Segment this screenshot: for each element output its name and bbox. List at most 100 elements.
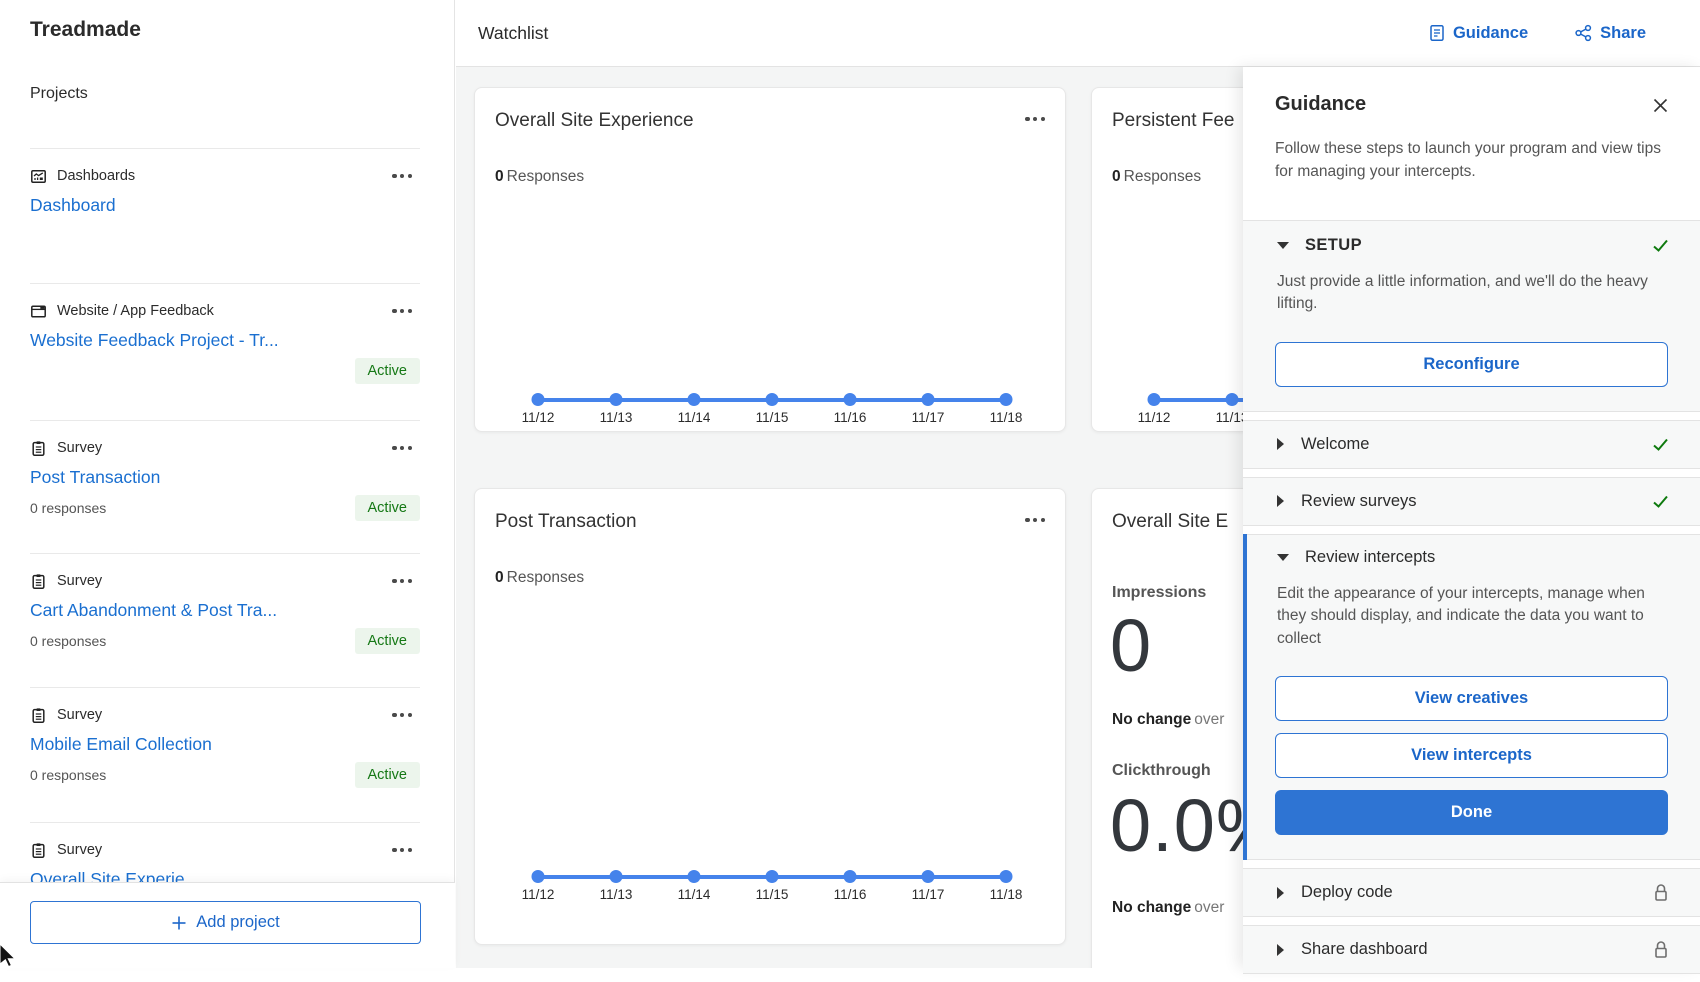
chart-tick-label: 11/18 <box>989 410 1023 425</box>
survey-icon <box>30 573 47 590</box>
guidance-section-review-intercepts: Review intercepts Edit the appearance of… <box>1243 533 1700 861</box>
active-section-indicator <box>1243 533 1247 861</box>
share-icon <box>1574 24 1593 42</box>
chart-tick-label: 11/17 <box>911 887 945 902</box>
sidebar-footer: Add project <box>0 882 455 968</box>
section-label: Share dashboard <box>1301 940 1428 959</box>
card-post-transaction: Post Transaction 0 Responses 11/12 11/13 11… <box>474 488 1066 945</box>
chart-tick-label: 11/14 <box>677 887 711 902</box>
sidebar-item-post-transaction-link[interactable]: Post Transaction <box>30 467 161 487</box>
guidance-section-setup: SETUP Just provide a little information,… <box>1243 220 1700 412</box>
welcome-section-header[interactable]: Welcome <box>1243 421 1700 468</box>
guidance-section-share-dashboard: Share dashboard <box>1243 925 1700 975</box>
card-title: Overall Site E <box>1112 511 1229 532</box>
sidebar-item-overall-site-experience: Survey Overall Site Experie... <box>30 822 420 890</box>
close-icon[interactable] <box>1649 94 1672 117</box>
more-menu-icon[interactable] <box>384 840 420 860</box>
card-title: Post Transaction <box>495 511 637 532</box>
page-title: Watchlist <box>478 22 549 43</box>
more-menu-icon[interactable] <box>384 705 420 725</box>
sidebar-item-website-feedback-link[interactable]: Website Feedback Project - Tr... <box>30 330 279 350</box>
share-dashboard-section-header[interactable]: Share dashboard <box>1243 926 1700 973</box>
review-intercepts-section-header[interactable]: Review intercepts <box>1243 535 1700 581</box>
clickthrough-change: No change over <box>1112 899 1225 916</box>
project-type-row: Survey <box>30 438 420 458</box>
chart-tick-label: 11/12 <box>521 887 555 902</box>
chart-data-point <box>1147 393 1161 406</box>
section-label: SETUP <box>1305 235 1363 254</box>
check-icon <box>1651 435 1670 454</box>
chart-data-point <box>843 870 857 883</box>
chart-data-point <box>999 870 1013 883</box>
chart-data-point <box>687 393 701 406</box>
sidebar-item-dashboards: Dashboards Dashboard <box>30 148 420 216</box>
plus-icon <box>171 915 187 931</box>
done-button[interactable]: Done <box>1275 790 1668 836</box>
responses-summary: 0 Responses <box>1112 168 1202 185</box>
more-menu-icon[interactable] <box>1023 511 1047 529</box>
sidebar-item-cart-abandonment-link[interactable]: Cart Abandonment & Post Tra... <box>30 600 278 620</box>
lock-icon <box>1652 939 1670 960</box>
chart-data-point <box>765 393 779 406</box>
sidebar-item-website-feedback: Website / App Feedback Website Feedback … <box>30 283 420 385</box>
add-project-label: Add project <box>196 913 280 931</box>
more-menu-icon[interactable] <box>384 571 420 591</box>
project-type-label: Survey <box>57 440 103 456</box>
sidebar-item-mobile-email: Survey Mobile Email Collection 0 respons… <box>30 687 420 789</box>
status-badge: Active <box>354 358 420 384</box>
chart-data-point <box>921 870 935 883</box>
status-badge: Active <box>354 495 420 521</box>
more-menu-icon[interactable] <box>1023 110 1047 128</box>
guidance-panel-title: Guidance <box>1275 93 1367 115</box>
project-type-label: Survey <box>57 707 103 723</box>
chevron-right-icon <box>1277 495 1284 508</box>
section-label: Review intercepts <box>1305 548 1436 567</box>
chevron-right-icon <box>1277 886 1284 899</box>
chart-tick-label: 11/18 <box>989 887 1023 902</box>
chart-tick-label: 11/13 <box>599 887 633 902</box>
sidebar-item-post-transaction: Survey Post Transaction 0 responses Acti… <box>30 420 420 522</box>
status-badge: Active <box>354 762 420 788</box>
impressions-label: Impressions <box>1112 584 1207 601</box>
more-menu-icon[interactable] <box>384 166 420 186</box>
setup-section-header[interactable]: SETUP <box>1243 221 1700 269</box>
share-button[interactable]: Share <box>1574 24 1646 43</box>
reconfigure-button[interactable]: Reconfigure <box>1275 341 1668 387</box>
chevron-down-icon <box>1277 241 1289 249</box>
chart-data-point <box>765 870 779 883</box>
impressions-value: 0 <box>1110 604 1153 687</box>
deploy-code-section-header[interactable]: Deploy code <box>1243 869 1700 916</box>
more-menu-icon[interactable] <box>384 438 420 458</box>
sidebar-item-mobile-email-link[interactable]: Mobile Email Collection <box>30 734 212 754</box>
project-type-label: Dashboards <box>57 168 136 184</box>
chart-data-point <box>843 393 857 406</box>
guidance-section-review-surveys: Review surveys <box>1243 476 1700 526</box>
project-type-label: Website / App Feedback <box>57 303 214 319</box>
projects-section-label: Projects <box>30 85 88 102</box>
browser-icon <box>30 303 47 320</box>
card-title: Overall Site Experience <box>495 110 694 131</box>
view-intercepts-button[interactable]: View intercepts <box>1275 733 1668 779</box>
more-menu-icon[interactable] <box>384 301 420 321</box>
sidebar-item-dashboard-link[interactable]: Dashboard <box>30 195 116 215</box>
project-type-row: Survey <box>30 705 420 725</box>
project-type-label: Survey <box>57 842 103 858</box>
chevron-down-icon <box>1277 554 1289 562</box>
project-type-row: Survey <box>30 840 420 860</box>
sidebar-item-cart-abandonment: Survey Cart Abandonment & Post Tra... 0 … <box>30 553 420 655</box>
review-surveys-section-header[interactable]: Review surveys <box>1243 478 1700 525</box>
project-type-row: Website / App Feedback <box>30 301 420 321</box>
guidance-button[interactable]: Guidance <box>1428 24 1528 43</box>
add-project-button[interactable]: Add project <box>30 901 421 944</box>
mouse-cursor <box>0 943 19 975</box>
status-badge: Active <box>354 628 420 654</box>
share-button-label: Share <box>1600 23 1646 42</box>
chart-tick-label: 11/13 <box>1215 410 1249 425</box>
chart-data-point <box>999 393 1013 406</box>
view-creatives-button[interactable]: View creatives <box>1275 676 1668 722</box>
chart-tick-label: 11/16 <box>833 410 867 425</box>
guidance-section-welcome: Welcome <box>1243 419 1700 469</box>
responses-summary: 0 Responses <box>495 168 585 185</box>
impressions-change: No change over <box>1112 711 1225 728</box>
chart-tick-label: 11/16 <box>833 887 867 902</box>
